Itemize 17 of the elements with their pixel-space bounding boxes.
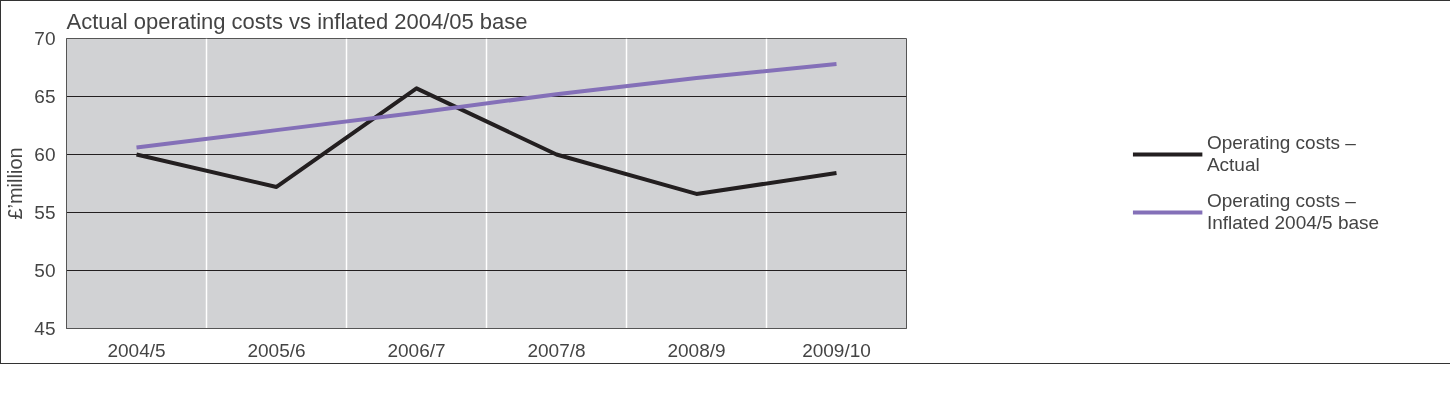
x-tick-label: 2004/5 bbox=[107, 339, 166, 361]
legend-label: Operating costs – Inflated 2004/5 base bbox=[1206, 190, 1380, 234]
y-tick-label: 50 bbox=[34, 260, 56, 281]
chart-title: Actual operating costs vs inflated 2004/05 base bbox=[66, 8, 528, 34]
y-tick-label: 45 bbox=[34, 318, 56, 339]
x-tick-label: 2007/8 bbox=[527, 339, 586, 361]
legend-label: Operating costs – Actual bbox=[1206, 132, 1356, 176]
y-tick-label: 60 bbox=[34, 144, 56, 165]
y-tick-label: 70 bbox=[34, 28, 56, 49]
line-series bbox=[134, 62, 839, 150]
x-tick-label: 2006/7 bbox=[387, 339, 446, 361]
x-tick-label: 2005/6 bbox=[247, 339, 306, 361]
y-tick-label: 55 bbox=[34, 202, 56, 223]
y-axis-title: £’million bbox=[4, 147, 27, 220]
x-tick-label: 2009/10 bbox=[802, 339, 871, 361]
y-tick-label: 65 bbox=[34, 86, 56, 107]
x-tick-label: 2008/9 bbox=[667, 339, 726, 361]
